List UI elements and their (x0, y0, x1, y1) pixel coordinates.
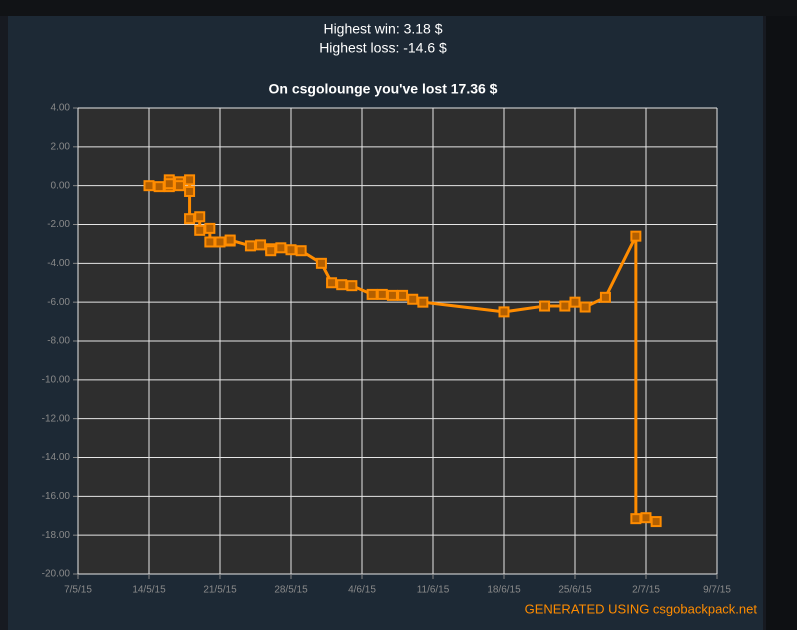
point-marker (204, 222, 216, 234)
y-tick-label: -14.00 (42, 452, 71, 463)
y-tick-label: -10.00 (42, 374, 71, 385)
x-tick-label: 2/7/15 (632, 585, 660, 596)
x-tick-label: 9/7/15 (703, 585, 731, 596)
subtitle: Highest loss: -14.6 $ (319, 40, 447, 56)
x-tick-label: 25/6/15 (558, 585, 592, 596)
point-marker (417, 296, 429, 308)
y-tick-label: -18.00 (42, 530, 71, 541)
top-bar (0, 0, 797, 16)
y-tick-label: 2.00 (51, 141, 71, 152)
point-marker (498, 306, 510, 318)
point-marker (173, 180, 185, 192)
y-tick-label: -12.00 (42, 413, 71, 424)
point-marker (336, 279, 348, 291)
point-marker (295, 245, 307, 257)
point-marker (184, 185, 196, 197)
point-marker (275, 242, 287, 254)
point-marker (599, 291, 611, 303)
side-strip (766, 16, 797, 630)
x-tick-label: 14/5/15 (132, 585, 166, 596)
point-marker (285, 244, 297, 256)
point-marker (163, 178, 175, 190)
y-tick-label: 0.00 (51, 180, 71, 191)
x-tick-label: 18/6/15 (487, 585, 521, 596)
x-tick-label: 28/5/15 (274, 585, 308, 596)
point-marker (376, 288, 388, 300)
series (143, 174, 662, 528)
point-marker (386, 289, 398, 301)
point-marker (579, 301, 591, 313)
x-tick-label: 11/6/15 (417, 585, 450, 596)
point-marker (143, 180, 155, 192)
point-marker (255, 239, 267, 251)
point-marker (184, 174, 196, 186)
point-marker (194, 224, 206, 236)
credit: GENERATED USING csgobackpack.net (525, 601, 758, 616)
point-marker (407, 293, 419, 305)
point-marker (326, 277, 338, 289)
y-tick-label: -8.00 (47, 336, 70, 347)
y-tick-label: -16.00 (42, 491, 71, 502)
point-marker (366, 288, 378, 300)
x-tick-label: 21/5/15 (203, 585, 237, 596)
x-tick-label: 4/6/15 (348, 585, 376, 596)
point-marker (224, 234, 236, 246)
point-marker (194, 211, 206, 223)
point-marker (315, 257, 327, 269)
point-marker (204, 236, 216, 248)
subtitle: Highest win: 3.18 $ (323, 21, 442, 37)
point-marker (244, 240, 256, 252)
point-marker (630, 513, 642, 525)
point-marker (397, 289, 409, 301)
point-marker (265, 245, 277, 257)
y-tick-label: -2.00 (47, 219, 70, 230)
y-tick-label: 4.00 (51, 103, 71, 114)
point-marker (184, 213, 196, 225)
point-marker (539, 300, 551, 312)
point-marker (153, 181, 165, 193)
chart-title: On csgolounge you've lost 17.36 $ (269, 81, 498, 97)
y-tick-label: -20.00 (42, 569, 71, 580)
point-marker (569, 296, 581, 308)
point-marker (650, 516, 662, 528)
point-marker (214, 236, 226, 248)
y-tick-label: -6.00 (47, 297, 70, 308)
point-marker (346, 280, 358, 292)
point-marker (630, 230, 642, 242)
y-tick-label: -4.00 (47, 258, 70, 269)
point-marker (640, 512, 652, 524)
point-marker (559, 300, 571, 312)
x-tick-label: 7/5/15 (64, 585, 92, 596)
